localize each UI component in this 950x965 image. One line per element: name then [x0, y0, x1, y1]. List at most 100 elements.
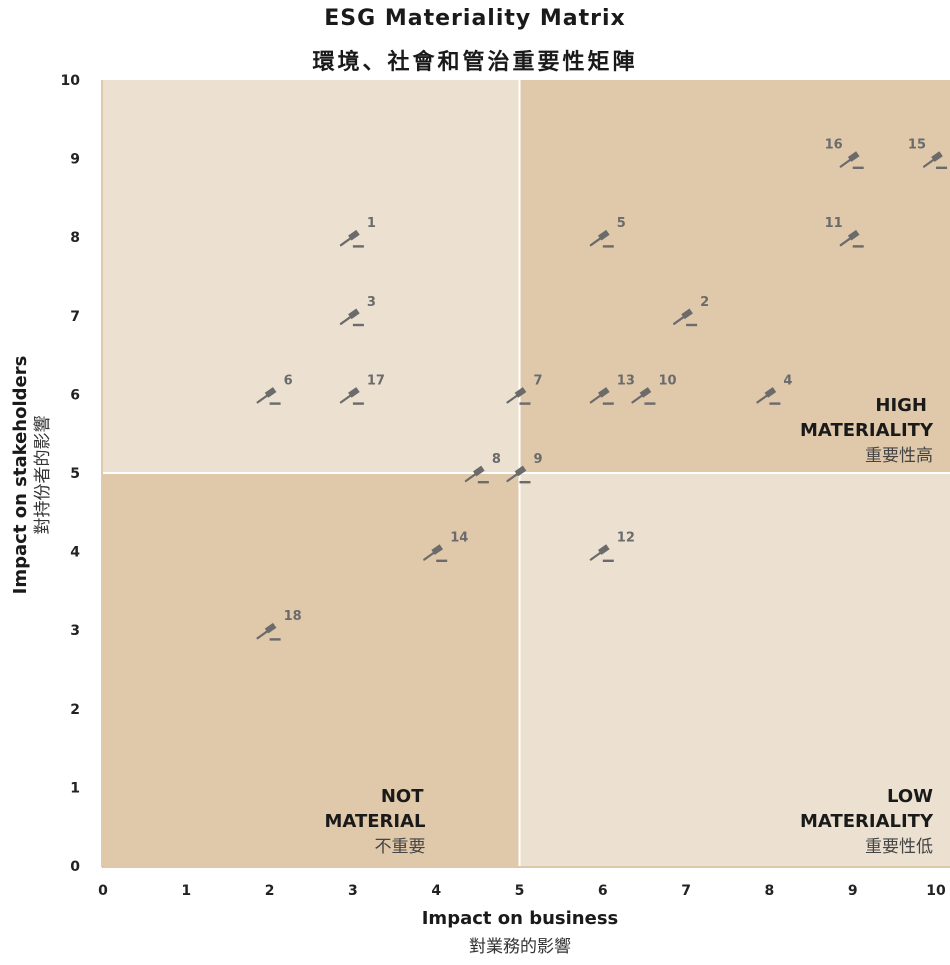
gavel-base: [769, 402, 781, 405]
gavel-base: [936, 166, 947, 169]
quadrant-label-not-material: MATERIAL: [325, 811, 426, 832]
gavel-base: [269, 638, 281, 641]
y-tick-label: 4: [70, 545, 80, 561]
x-tick-label: 3: [348, 883, 358, 899]
gavel-icon: [589, 229, 614, 248]
point-label: 12: [617, 531, 635, 546]
point-label: 14: [450, 531, 468, 546]
point-label: 6: [284, 373, 293, 388]
x-tick-label: 0: [98, 883, 108, 899]
gavel-base: [269, 402, 281, 405]
x-tick-label: 5: [515, 883, 525, 899]
point-label: 2: [700, 295, 709, 310]
axes-layer: [101, 80, 950, 868]
gavel-base: [602, 559, 614, 562]
y-tick-label: 0: [70, 859, 80, 875]
gavel-base: [352, 402, 364, 405]
gavel-head: [931, 151, 943, 162]
point-label: 18: [284, 609, 302, 624]
quadrant-not-material: [103, 473, 520, 866]
quadrant-label-high-materiality: HIGH: [875, 395, 927, 416]
point-label: 5: [617, 216, 626, 231]
gavel-icon: [256, 387, 281, 405]
x-tick-label: 9: [848, 883, 858, 899]
quadrant-labels-layer: NOT MATERIAL 不重要 LOW MATERIALITY 重要性低 HIGH MATE…: [325, 395, 934, 857]
point-label: 17: [367, 373, 385, 388]
x-tick-label: 8: [765, 883, 775, 899]
gavel-icon: [506, 387, 531, 405]
gavel-icon: [922, 151, 947, 169]
gavel-icon: [589, 387, 614, 405]
quadrant-label-low-materiality: MATERIALITY: [800, 811, 934, 832]
gavel-head: [514, 387, 527, 398]
y-tick-label: 9: [70, 152, 80, 168]
x-tick-label: 7: [681, 883, 691, 899]
point-label: 10: [658, 373, 676, 388]
gavel-icon: [839, 229, 864, 248]
point-label: 1: [367, 216, 376, 231]
quadrant-upper-left: [103, 80, 520, 473]
gavel-icon: [672, 308, 698, 327]
gavel-head: [847, 229, 860, 241]
gavel-icon: [464, 465, 489, 484]
chart-subtitle: 環境、社會和管治重要性矩陣: [312, 50, 638, 75]
quadrant-sublabel-high-materiality: 重要性高: [865, 446, 933, 466]
y-tick-label: 5: [70, 466, 80, 482]
gavel-head: [764, 387, 777, 398]
gavel-icon: [506, 465, 531, 484]
gavel-head: [597, 229, 610, 241]
gavel-icon: [756, 387, 781, 405]
y-tick-label: 6: [70, 387, 80, 403]
quadrant-label-not-material: NOT: [381, 786, 424, 807]
gavel-icon: [839, 151, 864, 169]
y-tick-label: 1: [70, 780, 80, 796]
y-axis-label: Impact on stakeholders: [10, 356, 31, 595]
gavel-base: [602, 245, 614, 248]
quadrant-label-low-materiality: LOW: [887, 786, 933, 807]
gavel-base: [352, 245, 364, 248]
gavel-base: [477, 481, 489, 484]
chart-title: ESG Materiality Matrix: [324, 6, 626, 31]
x-tick-label: 2: [265, 883, 275, 899]
gavel-head: [597, 544, 610, 555]
y-tick-label: 10: [61, 73, 81, 89]
x-axis-label: Impact on business: [421, 908, 619, 929]
gavel-base: [436, 559, 448, 562]
gavel-icon: [339, 308, 364, 327]
gavel-base: [519, 402, 531, 405]
gavel-base: [852, 245, 864, 248]
y-tick-label: 8: [70, 230, 80, 246]
gavel-head: [473, 465, 485, 477]
gavel-head: [597, 387, 610, 398]
point-label: 9: [534, 452, 543, 467]
quadrant-high-materiality: [519, 80, 950, 473]
gavel-icon: [631, 387, 656, 405]
y-tick-label: 2: [70, 702, 80, 718]
quadrant-sublabel-low-materiality: 重要性低: [865, 837, 933, 857]
gavel-head: [431, 544, 444, 555]
gavel-head: [348, 308, 360, 320]
quadrant-low-materiality: [519, 473, 950, 866]
gavel-base: [602, 402, 614, 405]
point-label: 15: [908, 138, 926, 153]
gavel-icon: [589, 544, 614, 562]
gavel-head: [348, 387, 360, 398]
x-tick-label: 6: [598, 883, 608, 899]
gavel-head: [847, 151, 860, 162]
gavel-head: [264, 387, 277, 398]
gavel-head: [681, 308, 693, 320]
gavel-base: [686, 323, 698, 327]
gavel-head: [348, 229, 360, 241]
point-label: 8: [492, 452, 501, 467]
y-axis-title: Impact on stakeholders 對持份者的影響: [10, 356, 53, 595]
point-label: 7: [534, 373, 543, 388]
y-tick-label: 7: [70, 309, 80, 325]
y-axis-label-zh: 對持份者的影響: [33, 416, 53, 535]
gavel-base: [352, 323, 364, 327]
gavel-base: [644, 402, 656, 405]
gavel-icon: [423, 544, 448, 562]
point-label: 13: [617, 373, 635, 388]
gavel-base: [519, 481, 531, 484]
